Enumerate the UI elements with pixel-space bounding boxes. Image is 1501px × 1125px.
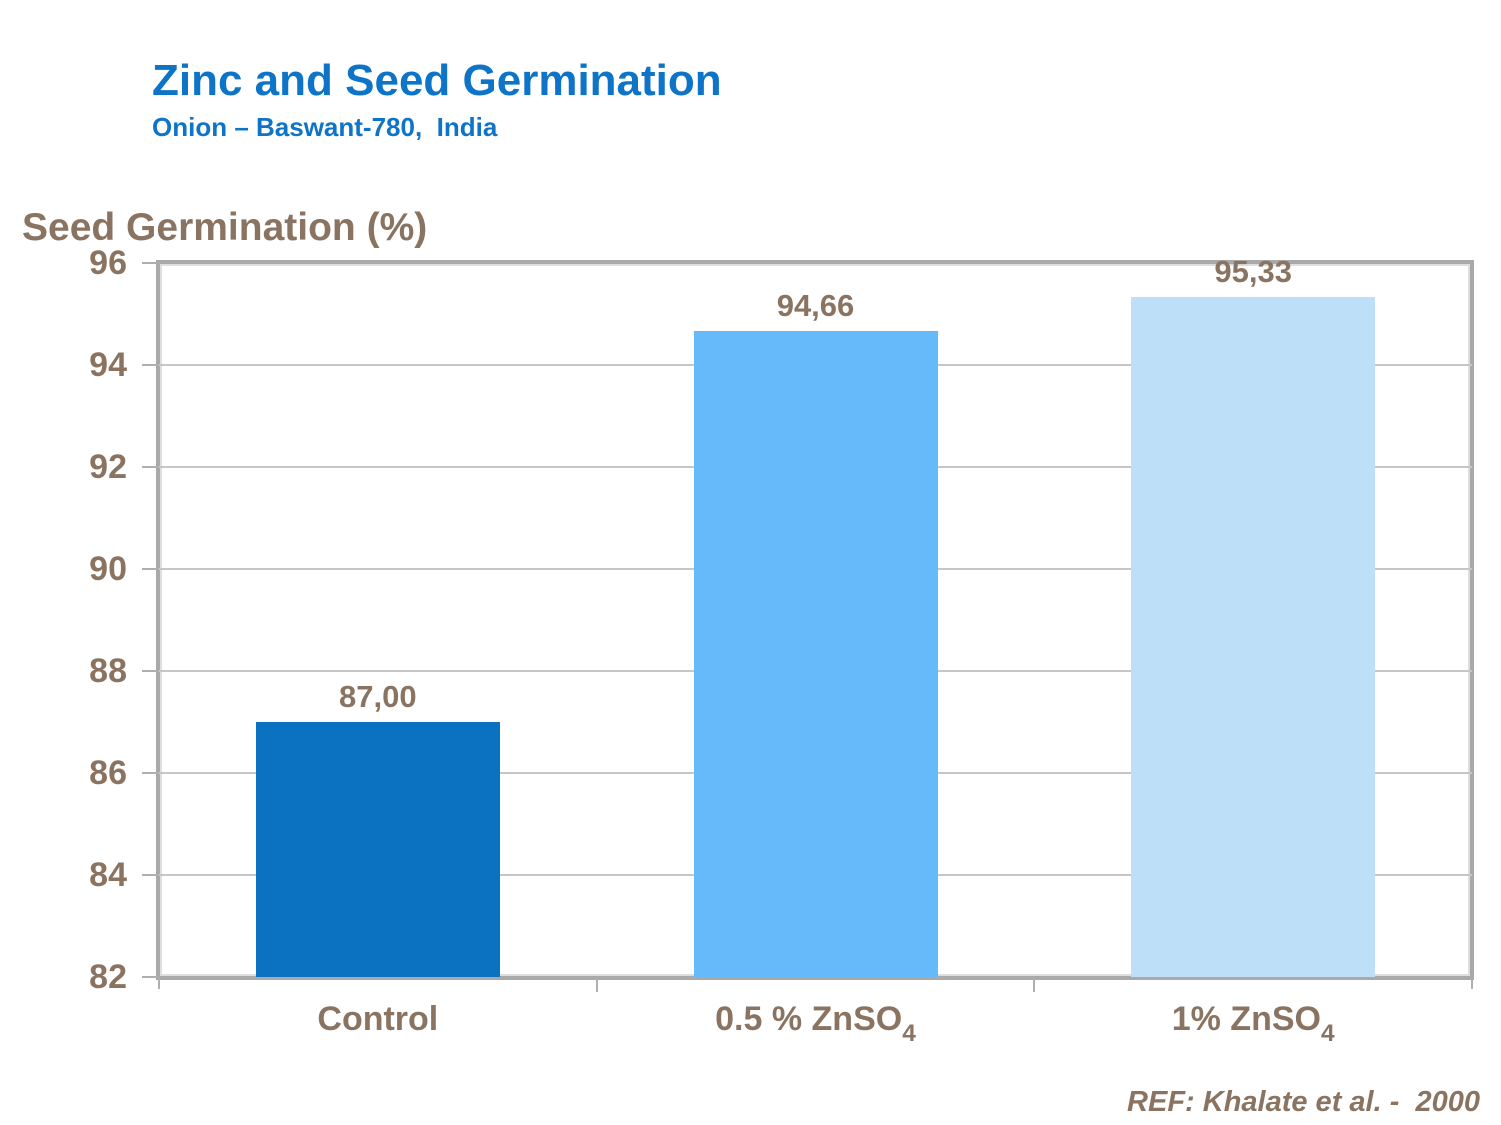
y-tick-label: 96 bbox=[89, 244, 127, 282]
chart-subtitle: Onion – Baswant-780, India bbox=[152, 112, 498, 142]
plot-area-border bbox=[156, 260, 1474, 980]
y-tick-label: 86 bbox=[89, 754, 127, 792]
bar-value-label: 94,66 bbox=[776, 288, 855, 324]
y-tick-mark bbox=[142, 772, 159, 774]
y-tick-label: 94 bbox=[89, 346, 127, 384]
x-axis-boundary-tick bbox=[1033, 978, 1036, 992]
x-axis-boundary-tick bbox=[595, 978, 598, 992]
y-tick-label: 84 bbox=[89, 856, 127, 894]
y-tick-mark bbox=[142, 466, 159, 468]
y-tick-label: 82 bbox=[89, 958, 127, 996]
y-tick-mark bbox=[142, 364, 159, 366]
plot-area bbox=[159, 263, 1472, 977]
bar bbox=[255, 722, 500, 977]
reference-citation: REF: Khalate et al. - 2000 bbox=[1127, 1086, 1480, 1118]
chart-title: Zinc and Seed Germination bbox=[152, 56, 722, 105]
y-tick-label: 90 bbox=[89, 550, 127, 588]
bar-value-label: 87,00 bbox=[339, 679, 417, 714]
x-axis-boundary-tick bbox=[158, 978, 160, 989]
bar bbox=[693, 331, 938, 977]
bar bbox=[1131, 297, 1376, 977]
x-category-label: 1% ZnSO4 bbox=[1171, 1000, 1335, 1047]
y-tick-label: 92 bbox=[89, 448, 127, 486]
y-tick-mark bbox=[142, 874, 159, 876]
y-tick-mark bbox=[142, 262, 159, 264]
x-category-label: Control bbox=[317, 1000, 439, 1038]
y-tick-label: 88 bbox=[89, 652, 127, 690]
bar-value-label: 95,33 bbox=[1214, 254, 1292, 290]
y-tick-mark bbox=[142, 670, 159, 672]
y-axis-title: Seed Germination (%) bbox=[22, 206, 428, 249]
y-tick-mark bbox=[142, 976, 159, 978]
y-tick-mark bbox=[142, 568, 159, 570]
x-category-label: 0.5 % ZnSO4 bbox=[715, 1000, 916, 1047]
x-axis-boundary-tick bbox=[1471, 978, 1473, 989]
